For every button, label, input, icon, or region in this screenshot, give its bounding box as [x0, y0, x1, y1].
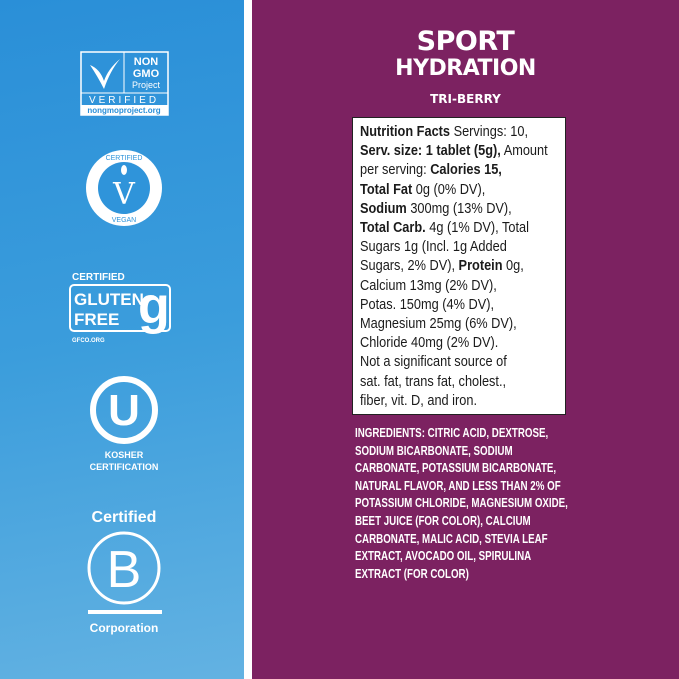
svg-text:B: B	[107, 541, 142, 599]
svg-text:GMO: GMO	[133, 68, 160, 80]
nutrition-line: per serving: Calories 15,	[360, 160, 570, 179]
svg-text:CERTIFICATION: CERTIFICATION	[90, 462, 159, 472]
nutrition-text: Magnesium 25mg (6% DV),	[360, 315, 517, 333]
nutrition-text: Not a significant source of	[360, 353, 507, 371]
nutrition-text: Potas. 150mg (4% DV),	[360, 295, 495, 313]
svg-text:Corporation: Corporation	[90, 621, 159, 635]
svg-text:KOSHER: KOSHER	[105, 450, 144, 460]
nutrition-line: Serv. size: 1 tablet (5g), Amount	[360, 141, 570, 160]
ingredients-line: NATURAL FLAVOR, AND LESS THAN 2% OF	[355, 477, 561, 493]
nutrition-text: Chloride 40mg (2% DV).	[360, 334, 499, 352]
svg-text:VERIFIED: VERIFIED	[89, 95, 159, 106]
svg-text:NON: NON	[134, 56, 159, 68]
svg-text:CERTIFIED: CERTIFIED	[106, 155, 143, 162]
svg-text:g: g	[138, 277, 170, 335]
nutrition-text: Calories 15,	[430, 161, 502, 179]
ingredients-line: CARBONATE, POTASSIUM BICARBONATE,	[355, 460, 557, 476]
certified-vegan-logo: CERTIFIED VEGAN V	[86, 150, 162, 226]
nutrition-text: Calcium 13mg (2% DV),	[360, 276, 497, 294]
nutrition-line: Sugars, 2% DV), Protein 0g,	[360, 256, 570, 275]
ingredients-line: CARBONATE, MALIC ACID, STEVIA LEAF	[355, 530, 548, 546]
svg-text:GLUTEN: GLUTEN	[74, 290, 144, 309]
svg-text:VEGAN: VEGAN	[112, 217, 137, 224]
svg-text:CERTIFIED: CERTIFIED	[72, 272, 125, 283]
nutrition-text: fiber, vit. D, and iron.	[360, 391, 478, 409]
nutrition-text: Amount	[500, 142, 548, 160]
ingredients-line: EXTRACT, AVOCADO OIL, SPIRULINA	[355, 548, 532, 564]
product-name-line1: SPORT	[416, 26, 515, 57]
nutrition-facts-box: Nutrition Facts Servings: 10, Serv. size:…	[352, 117, 566, 415]
ingredients-line: BEET JUICE (FOR COLOR), CALCIUM	[355, 512, 531, 528]
nutrition-line: Potas. 150mg (4% DV),	[360, 295, 570, 314]
svg-text:nongmoproject.org: nongmoproject.org	[87, 106, 160, 115]
nutrition-text: Protein	[458, 257, 503, 275]
nutrition-text: sat. fat, trans fat, cholest.,	[360, 372, 507, 390]
nutrition-line: sat. fat, trans fat, cholest.,	[360, 372, 570, 391]
nutrition-line: Sodium 300mg (13% DV),	[360, 199, 570, 218]
nutrition-line: fiber, vit. D, and iron.	[360, 391, 570, 410]
svg-text:GFCO.ORG: GFCO.ORG	[72, 338, 105, 344]
nutrition-text: Sugars, 2% DV),	[360, 257, 459, 275]
nutrition-line: Total Fat 0g (0% DV),	[360, 180, 570, 199]
nutrition-line: Sugars 1g (Incl. 1g Added	[360, 237, 570, 256]
svg-text:V: V	[112, 177, 136, 212]
certified-b-corporation-logo: Certified B Corporation	[87, 509, 162, 635]
nutrition-text: 300mg (13% DV),	[406, 199, 512, 217]
nutrition-line: Calcium 13mg (2% DV),	[360, 276, 570, 295]
kosher-certification-logo: U KOSHER CERTIFICATION	[90, 376, 159, 472]
nutrition-text: Sodium	[360, 199, 407, 217]
svg-text:Certified: Certified	[92, 509, 157, 526]
nutrition-line: Nutrition Facts Servings: 10,	[360, 122, 570, 141]
nutrition-text: 4g (1% DV), Total	[425, 219, 529, 237]
nutrition-text: Total Fat	[360, 180, 413, 198]
ingredients-line: SODIUM BICARBONATE, SODIUM	[355, 442, 513, 458]
ingredients-list: INGREDIENTS: CITRIC ACID, DEXTROSE, SODIU…	[355, 424, 655, 582]
nutrition-line: Not a significant source of	[360, 352, 570, 371]
non-gmo-verified-logo: NON GMO Project VERIFIED nongmoproject.o…	[80, 51, 169, 116]
svg-text:FREE: FREE	[74, 310, 119, 329]
nutrition-text: Servings: 10,	[450, 123, 529, 140]
nutrition-text: 0g,	[502, 257, 524, 275]
nutrition-line: Total Carb. 4g (1% DV), Total	[360, 218, 570, 237]
nutrition-text: Total Carb.	[360, 219, 426, 237]
nutrition-line: Chloride 40mg (2% DV).	[360, 333, 570, 352]
divider	[244, 0, 252, 679]
svg-text:Project: Project	[132, 80, 161, 90]
nutrition-text: 0g (0% DV),	[412, 180, 486, 198]
product-name-line2: HYDRATION	[395, 56, 536, 81]
nutrition-text: Serv. size: 1 tablet (5g),	[360, 142, 501, 160]
certified-gluten-free-logo: CERTIFIED GLUTEN FREE g GFCO.ORG	[69, 272, 171, 344]
nutrition-text: per serving:	[360, 161, 431, 179]
ingredients-line: INGREDIENTS: CITRIC ACID, DEXTROSE,	[355, 425, 549, 440]
nutrition-text: Sugars 1g (Incl. 1g Added	[360, 238, 507, 256]
ingredients-line: POTASSIUM CHLORIDE, MAGNESIUM OXIDE,	[355, 495, 568, 511]
nutrition-line: Magnesium 25mg (6% DV),	[360, 314, 570, 333]
nutrition-text: Nutrition Facts	[360, 123, 451, 140]
ingredients-line: EXTRACT (FOR COLOR)	[355, 565, 469, 581]
flavor-label: TRI-BERRY	[430, 92, 501, 106]
svg-text:U: U	[108, 386, 140, 435]
